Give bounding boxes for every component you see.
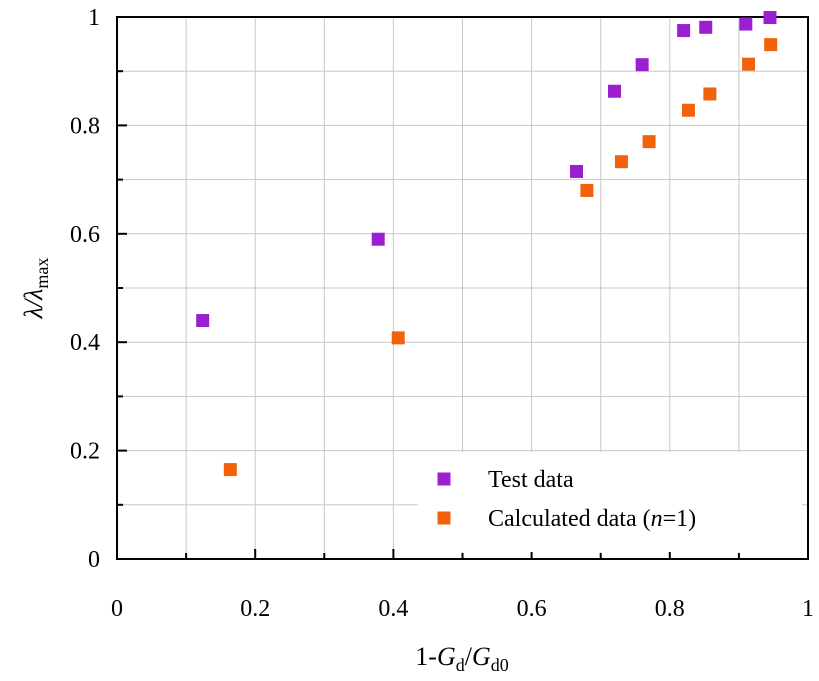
legend-label-test-data: Test data — [488, 467, 574, 493]
test-data-point — [196, 314, 210, 328]
legend-box — [418, 452, 802, 552]
test-data-point — [677, 24, 691, 38]
test-data-point — [739, 17, 753, 31]
legend: Test data Calculated data (n=1) — [418, 452, 802, 552]
test-data-point — [570, 164, 584, 178]
y-tick-label: 0.2 — [70, 439, 100, 465]
legend-label-calculated-data: Calculated data (n=1) — [488, 506, 696, 532]
x-tick-label: 0 — [111, 596, 123, 622]
test-data-point — [635, 58, 649, 72]
plot-frame — [116, 16, 809, 560]
calculated-data-point — [642, 135, 656, 149]
x-tick-label: 0.4 — [378, 596, 408, 622]
calculated-data-point — [580, 183, 594, 197]
x-tick-label: 0.6 — [517, 596, 547, 622]
calculated-data-point — [681, 103, 695, 117]
x-axis-label: 1-Gd/Gd0 — [415, 642, 508, 675]
series-1 — [223, 38, 778, 477]
test-data-point — [608, 84, 622, 98]
calculated-data-point — [703, 87, 717, 101]
y-tick-label: 0.4 — [70, 330, 100, 356]
y-tick-label: 0.6 — [70, 222, 100, 248]
test-data-point — [699, 20, 713, 34]
y-tick-label: 1 — [88, 5, 100, 31]
calculated-data-point — [223, 463, 237, 477]
y-axis-label: λ/λmax — [19, 258, 52, 320]
x-tick-label: 0.2 — [240, 596, 270, 622]
test-data-point — [371, 232, 385, 246]
calculated-data-point — [764, 38, 778, 52]
y-tick-label: 0.8 — [70, 113, 100, 139]
x-tick-label: 0.8 — [655, 596, 685, 622]
x-tick-label: 1 — [802, 596, 814, 622]
series-0 — [196, 11, 777, 328]
calculated-data-point — [614, 155, 628, 169]
data-points — [196, 11, 778, 477]
y-tick-labels: 0 0.2 0.4 0.6 0.8 1 — [70, 5, 100, 573]
test-data-point — [763, 11, 777, 25]
legend-marker-calculated-data — [437, 511, 451, 525]
calculated-data-point — [391, 331, 405, 345]
y-tick-label: 0 — [88, 547, 100, 573]
legend-marker-test-data — [437, 472, 451, 486]
calculated-data-point — [742, 57, 756, 71]
x-tick-labels: 0 0.2 0.4 0.6 0.8 1 — [111, 596, 814, 622]
